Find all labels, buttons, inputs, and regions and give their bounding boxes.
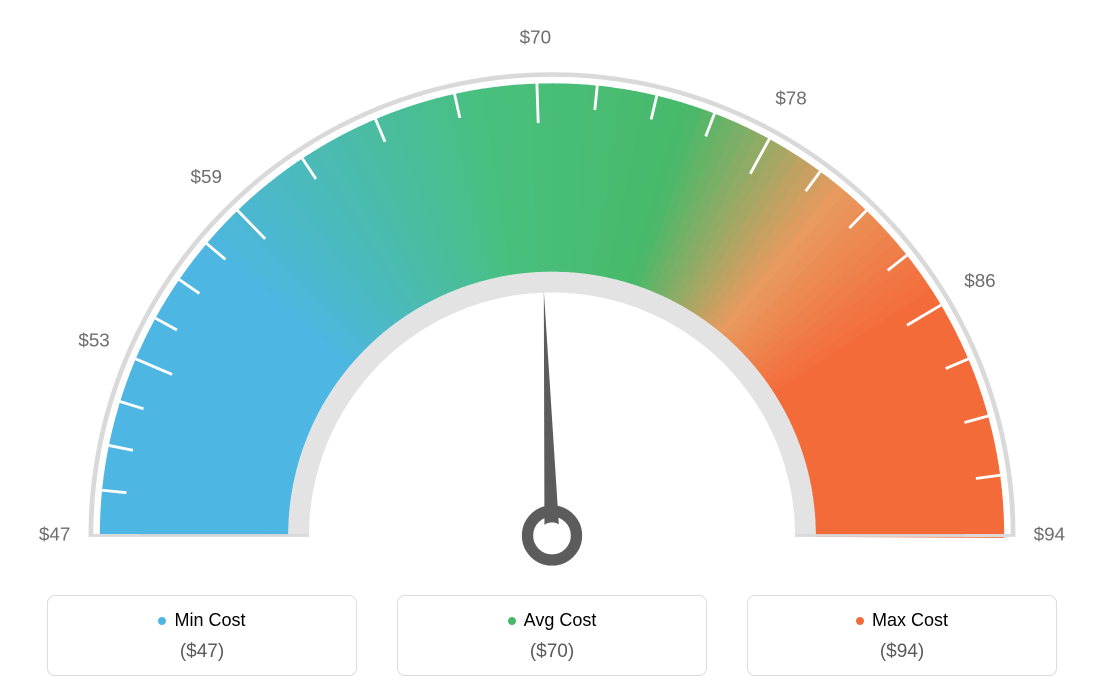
- legend-card-avg: Avg Cost ($70): [397, 595, 707, 676]
- dot-icon: [856, 617, 864, 625]
- legend-label: Min Cost: [174, 610, 245, 631]
- legend-label: Avg Cost: [524, 610, 597, 631]
- dot-icon: [158, 617, 166, 625]
- legend-value-max: ($94): [748, 641, 1056, 663]
- svg-text:$47: $47: [39, 523, 70, 544]
- cost-gauge: $47 $53 $59 $70 $78 $86 $94: [32, 20, 1072, 580]
- svg-text:$53: $53: [78, 329, 109, 350]
- svg-text:$86: $86: [964, 270, 995, 291]
- legend: Min Cost ($47) Avg Cost ($70) Max Cost (…: [0, 595, 1104, 676]
- legend-label: Max Cost: [872, 610, 948, 631]
- svg-text:$59: $59: [191, 166, 222, 187]
- legend-title-min: Min Cost: [158, 610, 245, 631]
- legend-value-min: ($47): [48, 641, 356, 663]
- svg-text:$94: $94: [1034, 523, 1065, 544]
- legend-title-avg: Avg Cost: [508, 610, 597, 631]
- gauge-svg: $47 $53 $59 $70 $78 $86 $94: [32, 20, 1072, 580]
- legend-value-avg: ($70): [398, 641, 706, 663]
- svg-text:$78: $78: [775, 87, 806, 108]
- legend-card-min: Min Cost ($47): [47, 595, 357, 676]
- dot-icon: [508, 617, 516, 625]
- legend-card-max: Max Cost ($94): [747, 595, 1057, 676]
- legend-title-max: Max Cost: [856, 610, 948, 631]
- svg-text:$70: $70: [520, 26, 551, 47]
